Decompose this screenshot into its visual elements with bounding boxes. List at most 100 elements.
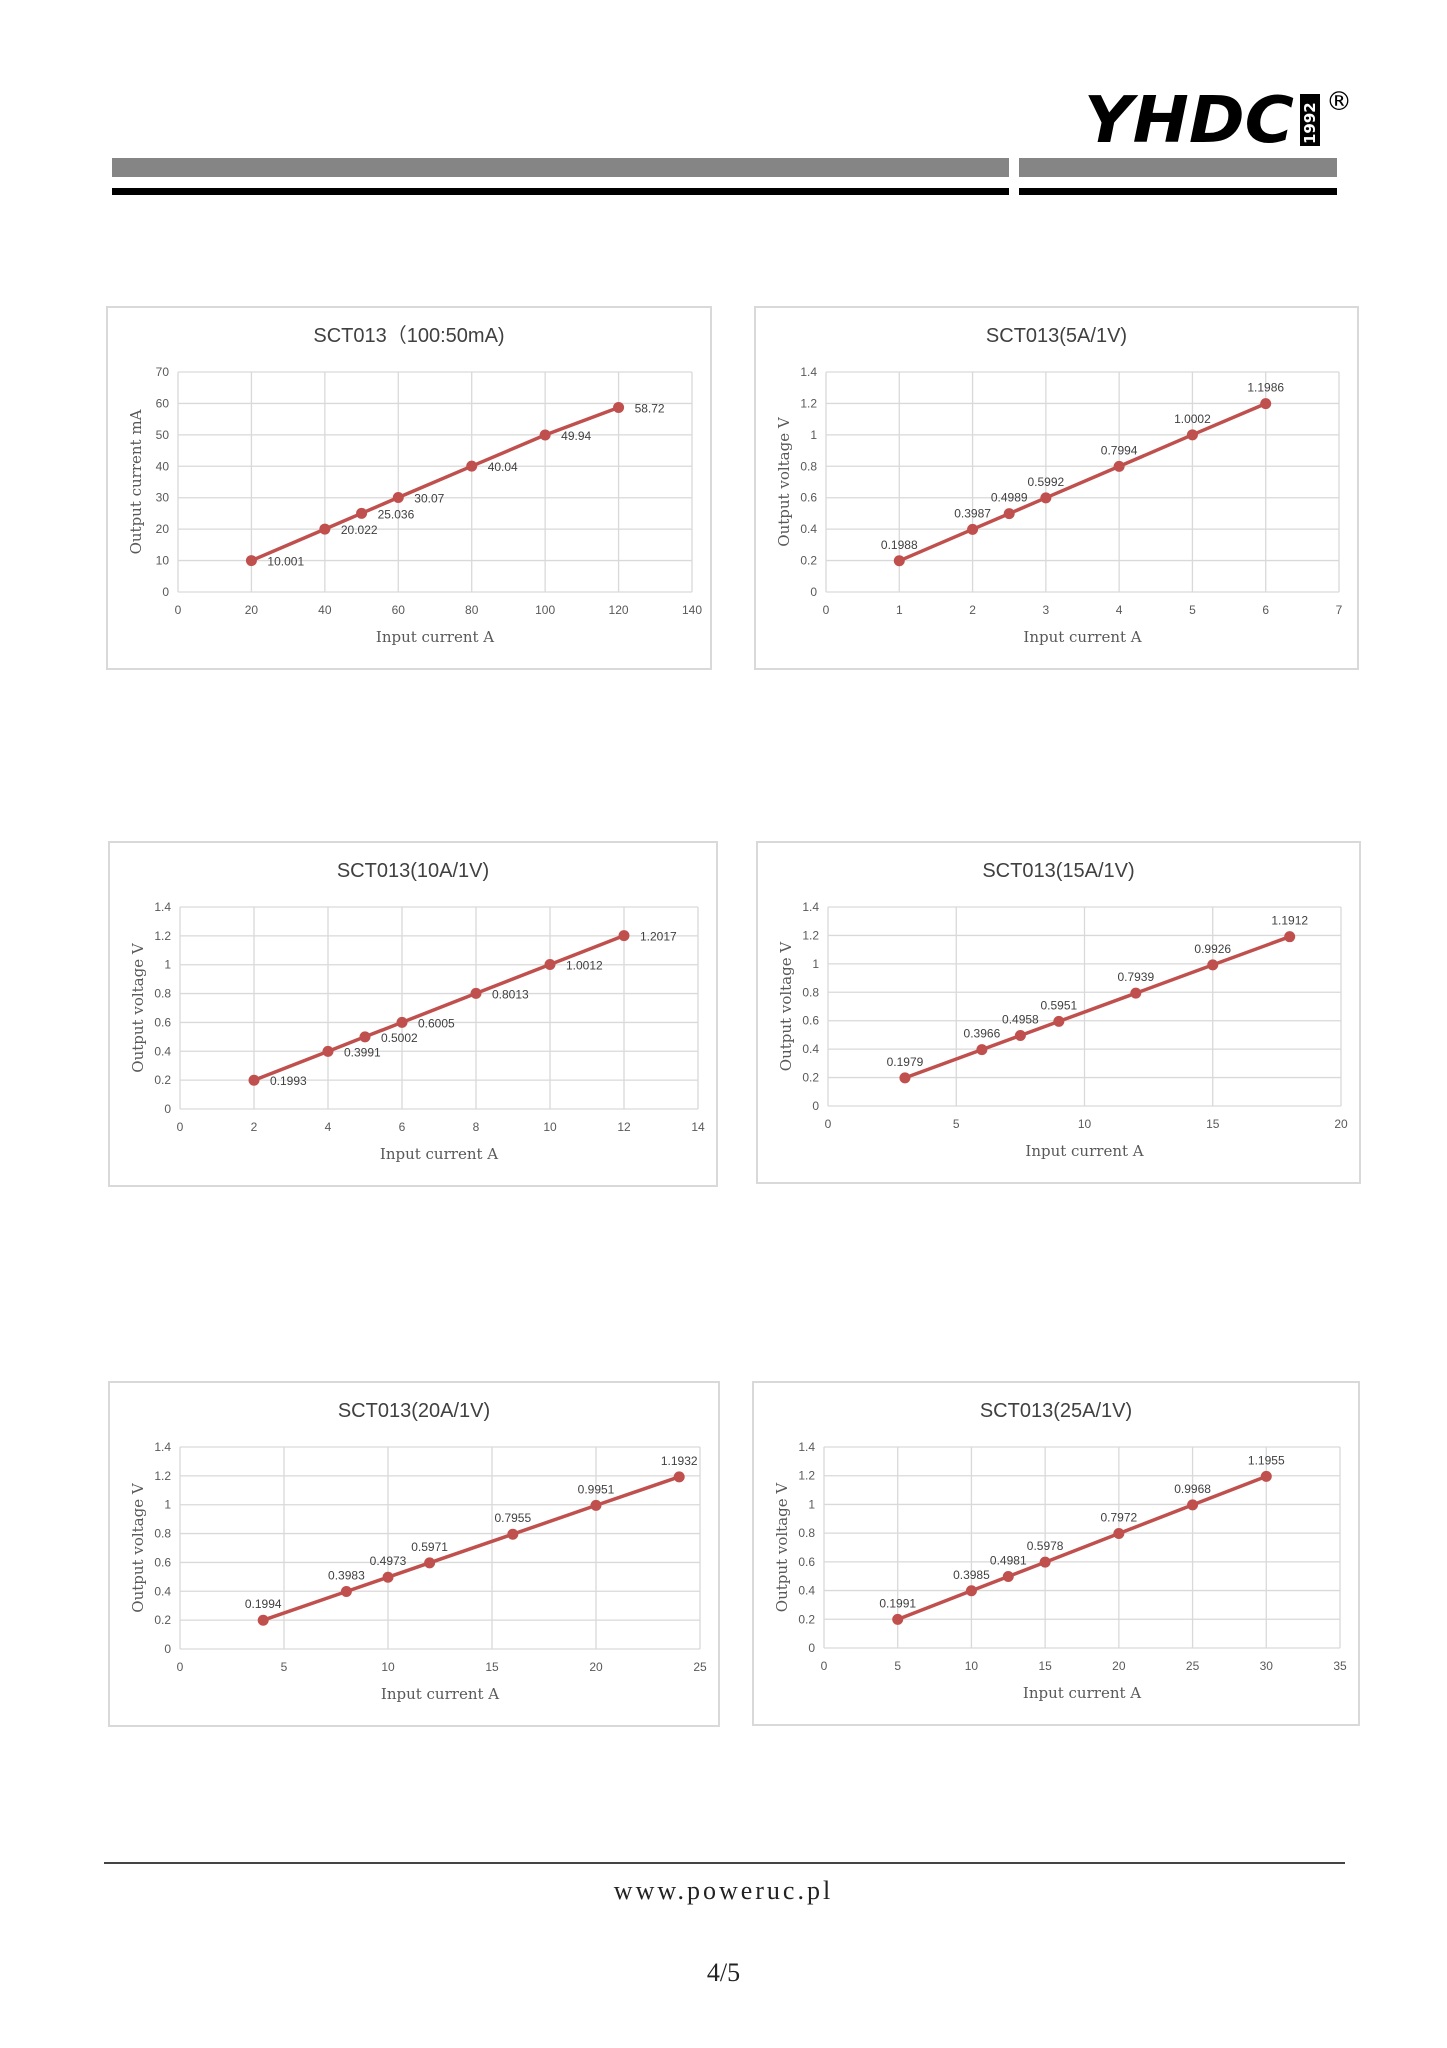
y-tick-label: 0 xyxy=(810,585,817,599)
x-tick-label: 5 xyxy=(894,1659,901,1673)
y-tick-label: 0.6 xyxy=(802,1014,819,1028)
data-point xyxy=(359,1031,371,1043)
data-label: 1.0012 xyxy=(566,959,603,973)
logo-year-box xyxy=(1300,94,1320,146)
x-tick-label: 5 xyxy=(281,1660,288,1674)
y-tick-label: 1.4 xyxy=(798,1440,815,1454)
x-tick-label: 80 xyxy=(465,603,479,617)
data-label: 1.1955 xyxy=(1248,1453,1285,1467)
x-tick-label: 10 xyxy=(543,1120,557,1134)
data-point xyxy=(613,401,625,413)
x-tick-label: 0 xyxy=(821,1659,828,1673)
x-tick-label: 25 xyxy=(1186,1659,1200,1673)
data-label: 0.1993 xyxy=(270,1074,307,1088)
y-tick-label: 1 xyxy=(810,428,817,442)
y-axis-label: Output voltage V xyxy=(129,942,147,1073)
y-tick-label: 0 xyxy=(812,1099,819,1113)
x-tick-label: 10 xyxy=(381,1660,395,1674)
data-label: 0.9968 xyxy=(1174,1482,1211,1496)
data-point xyxy=(1040,492,1052,504)
chart-title: SCT013(5A/1V) xyxy=(986,325,1127,347)
data-point xyxy=(1113,1528,1125,1540)
x-tick-label: 15 xyxy=(1038,1659,1052,1673)
data-point xyxy=(590,1499,602,1511)
x-tick-label: 2 xyxy=(251,1120,258,1134)
data-label: 0.4989 xyxy=(991,491,1028,505)
x-tick-label: 2 xyxy=(969,603,976,617)
data-point xyxy=(965,1585,977,1597)
x-tick-label: 4 xyxy=(325,1120,332,1134)
x-tick-label: 4 xyxy=(1116,603,1123,617)
chart-panel-5a-1v: SCT013(5A/1V) 0 0.2 0.4 0.6 0.8 1 1.2 1.4 0 1 2 3 4 5 6… xyxy=(754,306,1359,670)
x-tick-label: 3 xyxy=(1043,603,1050,617)
y-tick-label: 0.2 xyxy=(154,1073,171,1087)
chart-title: SCT013(10A/1V) xyxy=(337,860,489,882)
data-label: 0.3985 xyxy=(953,1568,990,1582)
data-point xyxy=(507,1528,519,1540)
y-tick-label: 0.4 xyxy=(798,1584,815,1598)
y-tick-label: 50 xyxy=(156,428,170,442)
data-point xyxy=(1039,1556,1051,1568)
data-point xyxy=(1053,1015,1065,1027)
x-tick-label: 20 xyxy=(1112,1659,1126,1673)
y-tick-label: 0.4 xyxy=(802,1042,819,1056)
y-tick-label: 1.2 xyxy=(800,396,817,410)
x-tick-label: 15 xyxy=(1206,1117,1220,1131)
page-number: 4/5 xyxy=(706,1958,741,1987)
y-tick-label: 1.4 xyxy=(800,365,817,379)
data-label: 20.022 xyxy=(341,523,378,537)
x-tick-label: 10 xyxy=(965,1659,979,1673)
data-point xyxy=(1003,508,1015,520)
data-label: 0.1979 xyxy=(887,1055,924,1069)
y-tick-label: 0.2 xyxy=(154,1613,171,1627)
data-point xyxy=(319,523,331,535)
data-label: 0.1991 xyxy=(879,1596,916,1610)
data-point xyxy=(322,1045,334,1057)
x-tick-label: 25 xyxy=(693,1660,707,1674)
y-axis-label: Output voltage V xyxy=(129,1482,147,1613)
data-label: 25.036 xyxy=(378,507,415,521)
y-tick-label: 1.2 xyxy=(154,929,171,943)
series-line xyxy=(253,933,625,1082)
x-tick-label: 14 xyxy=(691,1120,705,1134)
x-tick-label: 6 xyxy=(1262,603,1269,617)
series-line xyxy=(262,1475,680,1622)
data-point xyxy=(424,1557,436,1569)
data-label: 58.72 xyxy=(635,401,665,415)
y-axis-label: Output voltage V xyxy=(775,416,793,547)
data-point xyxy=(618,930,630,942)
data-point xyxy=(976,1044,988,1056)
y-tick-label: 0.8 xyxy=(154,1527,171,1541)
y-tick-label: 1 xyxy=(164,1498,171,1512)
data-point xyxy=(382,1571,394,1583)
y-tick-label: 0.6 xyxy=(800,491,817,505)
data-label: 0.3991 xyxy=(344,1045,381,1059)
chart-panel-25a-1v: SCT013(25A/1V) 0 0.2 0.4 0.6 0.8 1 1.2 1.4 0 5 10 15… xyxy=(752,1381,1360,1726)
x-tick-label: 0 xyxy=(175,603,182,617)
series-line xyxy=(904,935,1291,1080)
data-point xyxy=(1284,931,1296,943)
data-point xyxy=(257,1614,269,1626)
x-tick-label: 0 xyxy=(177,1660,184,1674)
chart-svg: SCT013(20A/1V) 0 0.2 0.4 0.6 0.8 1 1.2 1.4 0 5 10 15… xyxy=(129,1400,707,1703)
data-point xyxy=(1014,1030,1026,1042)
data-point xyxy=(470,987,482,999)
header-band-black-left xyxy=(112,188,1009,195)
x-tick-label: 12 xyxy=(617,1120,631,1134)
x-axis-label: Input current A xyxy=(1023,1684,1141,1702)
y-tick-label: 0.4 xyxy=(800,522,817,536)
data-point xyxy=(248,1074,260,1086)
data-point xyxy=(893,555,905,567)
x-tick-label: 0 xyxy=(825,1117,832,1131)
y-tick-label: 1.2 xyxy=(798,1469,815,1483)
x-tick-label: 20 xyxy=(245,603,259,617)
x-tick-label: 5 xyxy=(953,1117,960,1131)
y-tick-label: 0.6 xyxy=(154,1015,171,1029)
data-label: 0.7939 xyxy=(1117,970,1154,984)
footer-url: www.poweruc.pl xyxy=(613,1876,834,1905)
y-tick-label: 40 xyxy=(156,459,170,473)
data-label: 0.4981 xyxy=(990,1553,1027,1567)
data-point xyxy=(673,1471,685,1483)
x-tick-label: 20 xyxy=(589,1660,603,1674)
x-tick-label: 15 xyxy=(485,1660,499,1674)
